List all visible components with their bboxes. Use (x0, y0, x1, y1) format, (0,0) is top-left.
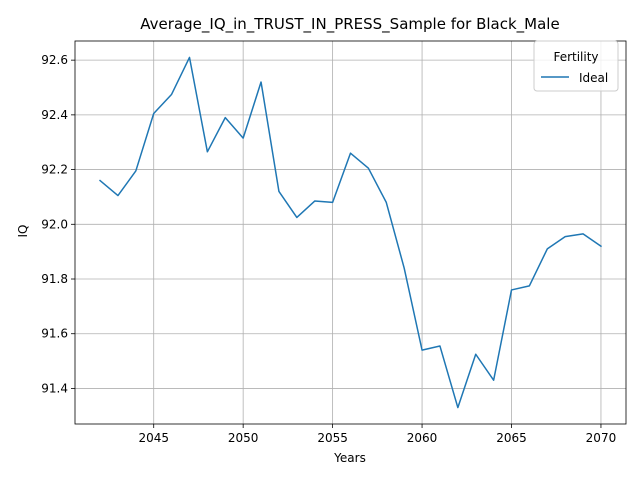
x-tick-label: 2060 (407, 431, 438, 445)
y-tick-label: 92.2 (41, 163, 68, 177)
x-tick-label: 2070 (586, 431, 617, 445)
chart-title: Average_IQ_in_TRUST_IN_PRESS_Sample for … (140, 15, 559, 34)
series-line-ideal (98, 56, 602, 409)
x-tick-label: 2055 (317, 431, 348, 445)
series-layer (98, 56, 602, 409)
y-tick-label: 91.8 (41, 272, 68, 286)
legend-label-ideal: Ideal (579, 71, 608, 85)
legend-frame (533, 40, 619, 92)
legend: Fertility Ideal (533, 40, 619, 92)
legend-title: Fertility (553, 50, 598, 64)
x-tick-label: 2065 (496, 431, 527, 445)
x-tick-label: 2050 (228, 431, 259, 445)
y-tick-label: 92.4 (41, 108, 68, 122)
plot-frame (74, 40, 627, 425)
y-tick-label: 92.6 (41, 53, 68, 67)
axes: 2045 2050 2055 2060 2065 2070 91.4 91.6 91.8 92.0… (41, 40, 627, 445)
x-tick-label: 2045 (138, 431, 169, 445)
grid (75, 41, 626, 424)
y-tick-label: 92.0 (41, 217, 68, 231)
y-tick-label: 91.6 (41, 327, 68, 341)
x-axis-label: Years (333, 451, 366, 465)
y-tick-label: 91.4 (41, 381, 68, 395)
y-axis-label: IQ (16, 225, 30, 238)
